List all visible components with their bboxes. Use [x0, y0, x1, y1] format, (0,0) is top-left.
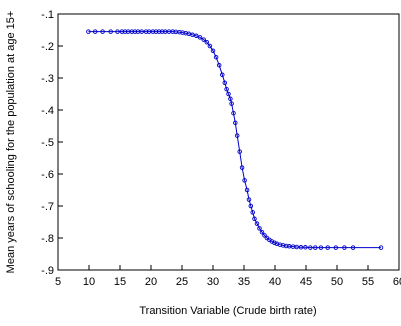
data-point	[153, 29, 159, 34]
y-tick-label: -.9	[41, 265, 54, 277]
data-point	[122, 29, 128, 34]
y-tick-label: -.1	[41, 9, 54, 21]
data-point	[248, 203, 254, 209]
data-point	[100, 29, 105, 34]
data-point	[239, 165, 245, 170]
y-tick-label: -.5	[41, 137, 54, 149]
data-point	[272, 240, 277, 246]
y-tick-label: -.4	[41, 105, 54, 117]
data-point	[119, 29, 125, 34]
x-tick-label: 20	[145, 276, 157, 288]
data-point	[250, 210, 255, 215]
x-tick-label: 55	[362, 276, 374, 288]
data-point	[210, 48, 216, 54]
x-tick-label: 30	[207, 276, 219, 288]
data-point	[350, 245, 356, 250]
data-point	[308, 245, 313, 250]
data-point	[228, 96, 233, 102]
data-point	[325, 245, 330, 250]
data-point	[220, 72, 225, 78]
data-point	[233, 120, 238, 126]
data-point	[244, 187, 250, 193]
data-point	[86, 29, 91, 34]
data-point	[303, 245, 308, 250]
data-point	[194, 33, 199, 39]
data-point	[234, 133, 240, 138]
y-tick-label: -.8	[41, 233, 54, 245]
x-tick-label: 50	[331, 276, 343, 288]
x-tick-label: 5	[55, 276, 61, 288]
x-tick-label: 25	[176, 276, 188, 288]
data-point	[204, 39, 210, 45]
data-point	[159, 29, 165, 34]
y-tick-label: -.7	[41, 201, 54, 213]
y-tick-label: -.3	[41, 73, 54, 85]
data-point	[333, 245, 339, 250]
data-point	[143, 29, 149, 34]
data-point	[259, 229, 265, 235]
data-point	[342, 245, 347, 250]
data-point	[177, 29, 182, 35]
data-point	[115, 29, 120, 34]
data-point	[246, 197, 252, 202]
data-point	[224, 86, 229, 92]
data-point	[294, 244, 299, 250]
y-axis: -.1 -.2 -.3 -.4 -.5 -.6 -.7 -.8 -.9	[41, 9, 63, 277]
data-point	[242, 178, 247, 183]
data-point	[257, 226, 262, 231]
data-point	[201, 37, 206, 42]
x-tick-label: 35	[238, 276, 250, 288]
series-markers	[86, 29, 384, 250]
data-point	[318, 245, 324, 250]
data-point	[231, 110, 236, 116]
x-tick-label: 45	[300, 276, 312, 288]
x-tick-label: 15	[114, 276, 126, 288]
plot-frame	[57, 13, 400, 271]
data-point	[229, 101, 234, 106]
y-axis-label: Mean years of schooling for the populati…	[5, 11, 17, 274]
data-point	[226, 91, 231, 97]
x-tick-label: 60	[393, 276, 401, 288]
data-point	[150, 29, 156, 34]
data-point	[313, 245, 318, 250]
data-point	[132, 29, 138, 34]
data-point	[237, 149, 242, 154]
data-point	[283, 243, 289, 249]
data-point	[139, 29, 144, 34]
data-point	[156, 29, 162, 34]
y-tick-label: -.6	[41, 169, 54, 181]
data-point	[207, 43, 213, 49]
data-point	[108, 29, 113, 34]
x-axis-label: Transition Variable (Crude birth rate)	[139, 305, 316, 317]
data-point	[262, 233, 267, 238]
data-point	[252, 216, 257, 222]
data-point	[213, 54, 219, 60]
data-point	[298, 245, 304, 250]
data-point	[197, 35, 203, 40]
data-point	[378, 245, 384, 250]
x-tick-label: 40	[269, 276, 281, 288]
series-line	[88, 31, 381, 249]
data-point	[92, 29, 98, 34]
data-point	[129, 29, 135, 34]
data-point	[222, 80, 228, 86]
x-axis: 5 10 15 20 25 30 35 40 45 50 55 60	[55, 265, 401, 288]
data-point	[254, 221, 260, 226]
data-point	[216, 62, 222, 68]
x-tick-label: 10	[83, 276, 95, 288]
y-tick-label: -.2	[41, 41, 54, 53]
data-point	[170, 29, 175, 34]
